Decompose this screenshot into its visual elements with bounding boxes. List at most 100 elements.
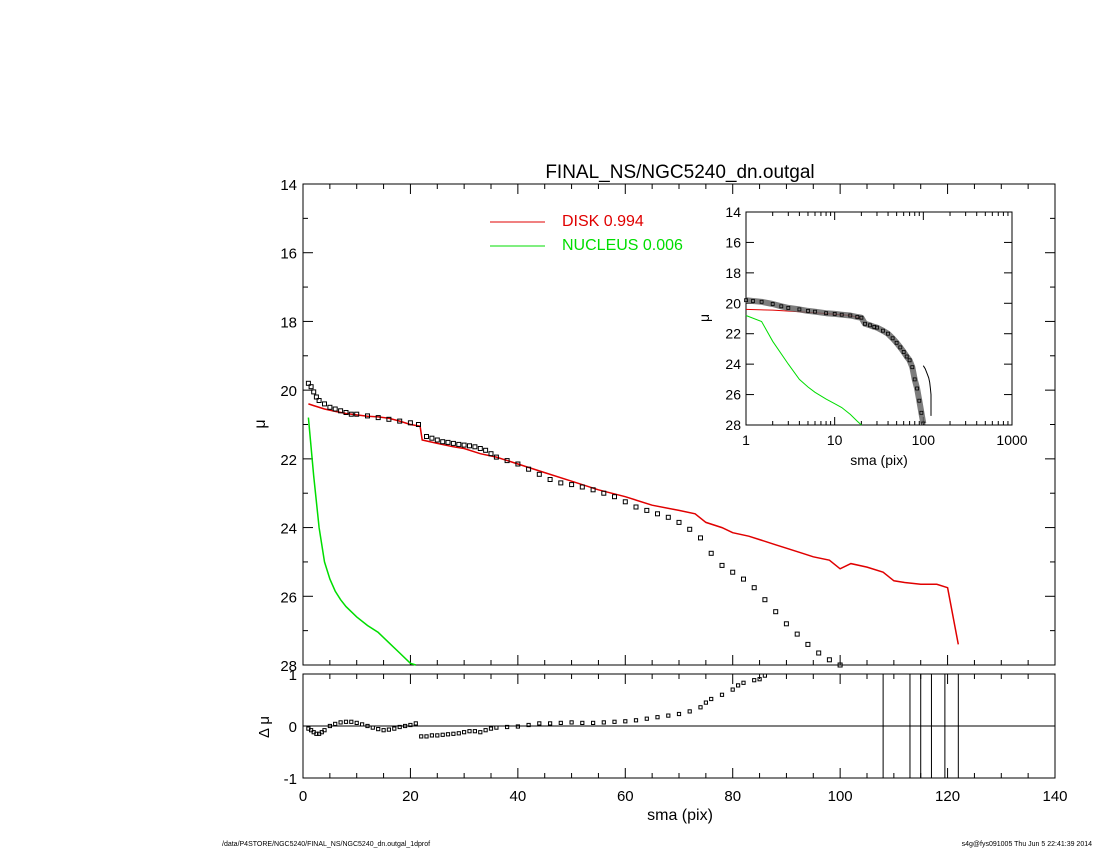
residual-data-point bbox=[623, 719, 628, 724]
inset-data-point bbox=[779, 304, 784, 309]
main-data-point bbox=[483, 447, 489, 453]
main-data-point bbox=[558, 480, 564, 486]
residual-x-tick-label: 140 bbox=[1042, 788, 1067, 805]
inset-y-tick-label: 28 bbox=[725, 417, 741, 433]
main-data-point bbox=[308, 384, 314, 390]
residual-data-point bbox=[719, 692, 725, 697]
main-data-point bbox=[445, 439, 451, 445]
main-data-point bbox=[655, 511, 660, 517]
residual-data-point bbox=[483, 728, 488, 733]
main-data-point bbox=[316, 398, 322, 403]
residual-data-point bbox=[397, 724, 402, 730]
main-panel: 14 16 18 20 22 24 26 28 μ bbox=[252, 177, 1056, 675]
residual-data-point bbox=[424, 734, 429, 739]
inset-data-point bbox=[921, 421, 926, 426]
residual-data-point bbox=[633, 718, 639, 723]
residual-data-point bbox=[488, 726, 494, 731]
residual-data-point bbox=[580, 720, 585, 725]
residual-data-point bbox=[419, 734, 424, 739]
main-y-tick-label: 28 bbox=[280, 658, 297, 675]
inset-data-point bbox=[848, 313, 853, 318]
inset-x-tick-label: 1 bbox=[742, 432, 750, 448]
inset-plot-frame bbox=[745, 211, 1013, 426]
residual-data-point bbox=[451, 731, 456, 736]
residual-data-point bbox=[408, 722, 413, 728]
main-data-point bbox=[504, 458, 510, 464]
residual-x-tick-label: 100 bbox=[828, 788, 853, 805]
residual-data-point bbox=[333, 721, 338, 726]
residual-data-point bbox=[676, 711, 682, 717]
main-data-point bbox=[375, 415, 381, 421]
main-y-tick-label: 16 bbox=[280, 246, 297, 263]
inset-data-point bbox=[824, 311, 828, 316]
inset-x-tick-label: 10 bbox=[827, 432, 843, 448]
main-data-point bbox=[440, 439, 446, 445]
residual-data-point bbox=[370, 725, 375, 730]
residual-data-point bbox=[703, 700, 708, 705]
residual-data-point bbox=[322, 728, 327, 733]
main-y-axis-label: μ bbox=[252, 419, 269, 428]
residual-data-point bbox=[381, 728, 386, 733]
main-data-point bbox=[762, 597, 768, 603]
inset-y-tick-label: 22 bbox=[725, 326, 741, 342]
inset-data-point bbox=[868, 323, 872, 328]
inset-data-point bbox=[912, 377, 917, 382]
main-data-point bbox=[305, 380, 311, 386]
main-data-point bbox=[687, 526, 693, 532]
main-data-point bbox=[488, 451, 494, 457]
main-data-point bbox=[751, 585, 757, 591]
main-data-point bbox=[805, 641, 811, 647]
inset-data-point bbox=[806, 308, 810, 313]
inset-data-point bbox=[832, 311, 837, 316]
residual-data-point bbox=[327, 723, 332, 729]
main-data-point bbox=[773, 609, 779, 615]
main-data-point bbox=[644, 507, 650, 513]
inset-data-point bbox=[907, 358, 912, 363]
nucleus-model-line bbox=[307, 417, 417, 666]
residual-data-point bbox=[343, 719, 349, 724]
residual-data-point bbox=[612, 719, 617, 724]
residual-data-point bbox=[537, 721, 542, 726]
residual-data-point bbox=[687, 709, 692, 714]
main-data-point bbox=[794, 631, 800, 637]
main-y-tick-label: 24 bbox=[280, 521, 297, 538]
inset-data-point bbox=[770, 302, 775, 306]
main-data-point bbox=[386, 416, 392, 422]
main-y-tick-label: 14 bbox=[280, 177, 297, 194]
inset-y-tick-label: 24 bbox=[725, 356, 741, 372]
residual-x-tick-label: 40 bbox=[510, 788, 527, 805]
main-data-point bbox=[622, 499, 628, 505]
main-data-point bbox=[526, 466, 532, 472]
main-data-point bbox=[338, 408, 344, 414]
residual-x-tick-label: 60 bbox=[617, 788, 634, 805]
residual-data-point bbox=[709, 696, 714, 702]
main-data-point bbox=[719, 562, 725, 568]
inset-data-point bbox=[901, 350, 906, 354]
main-data-point bbox=[547, 477, 553, 482]
main-data-point bbox=[579, 484, 585, 490]
main-data-point bbox=[343, 410, 349, 415]
residual-data-point bbox=[376, 727, 381, 732]
residual-data-point bbox=[569, 720, 574, 725]
residual-data-point bbox=[462, 730, 467, 735]
inset-data-point bbox=[904, 354, 909, 359]
residual-x-tick-label: 120 bbox=[935, 788, 960, 805]
inset-data-point bbox=[875, 325, 879, 330]
residual-data-point bbox=[666, 713, 671, 718]
main-data-point bbox=[536, 471, 542, 477]
inset-y-tick-label: 26 bbox=[725, 387, 741, 403]
inset-data-point bbox=[863, 321, 867, 326]
inset-nucleus-line bbox=[745, 315, 862, 426]
main-data-point bbox=[332, 406, 338, 412]
residual-data-point bbox=[505, 724, 510, 730]
main-data-point bbox=[477, 446, 483, 451]
main-data-point bbox=[313, 394, 319, 400]
main-y-tick-label: 20 bbox=[280, 383, 297, 400]
residual-data-point bbox=[494, 725, 499, 730]
inset-x-tick-label: 1000 bbox=[996, 432, 1027, 448]
residual-data-point bbox=[435, 733, 440, 738]
residual-y-tick-label: 1 bbox=[289, 667, 297, 684]
main-data-point bbox=[365, 413, 370, 419]
